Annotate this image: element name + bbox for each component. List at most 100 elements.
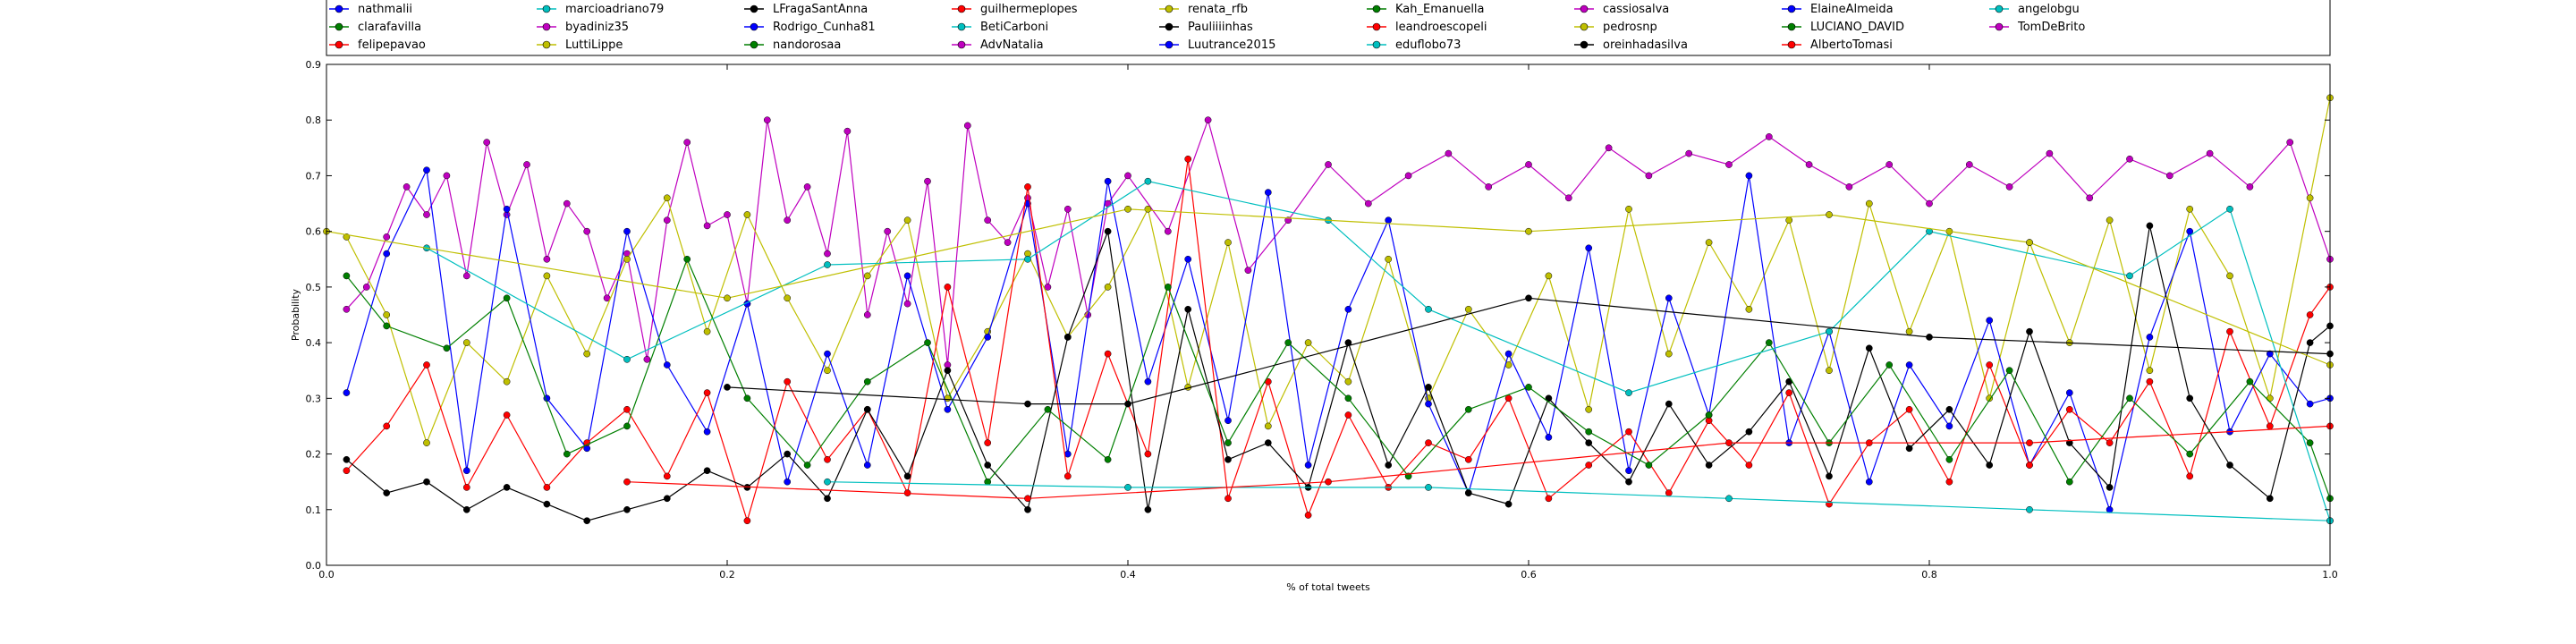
data-point [1004,239,1012,246]
data-point [663,216,671,225]
legend-label: renata_rfb [1188,3,1248,16]
data-point [2026,239,2033,246]
data-point [2026,462,2033,469]
data-point [1625,467,1632,475]
legend-entry-cassiosalva: cassiosalva [1574,3,1669,16]
data-point [563,450,571,458]
data-point [623,405,631,413]
data-point [2126,155,2133,163]
data-point [2106,216,2114,225]
data-point [1304,339,1312,346]
data-point [1865,478,1873,486]
data-point [1705,411,1713,419]
legend-label: BetiCarboni [980,21,1048,34]
x-tick-label: 0.4 [1120,569,1136,580]
data-point [563,199,571,208]
series-line [345,118,2331,366]
data-point [903,472,911,480]
series-marcioadriano79 [423,177,2334,525]
data-point [1425,384,1432,391]
y-axis-title: Probability [290,288,301,341]
legend-entry-pedrosnp: pedrosnp [1574,21,1657,34]
legend-label: nandorosaa [773,38,841,52]
data-point [503,205,511,213]
data-point [1244,267,1252,275]
data-point [1865,344,1873,352]
data-point [2065,389,2073,396]
data-point [1464,489,1472,496]
data-point [1224,495,1232,503]
data-point [343,455,351,463]
data-point [1124,484,1131,491]
data-point [703,428,711,436]
data-point [2226,462,2233,469]
data-point [984,478,992,486]
data-point [863,311,871,318]
data-point [1545,495,1553,503]
series-clarafavilla [343,255,2334,503]
legend-label: Luutrance2015 [1188,38,1275,52]
data-point [1464,305,1472,313]
data-point [2306,339,2314,346]
data-point [1504,500,1513,508]
data-point [1785,389,1793,396]
data-point [1785,216,1793,225]
data-point [503,377,511,386]
data-point [1826,367,1833,375]
data-point [1986,361,1994,369]
data-point [1585,428,1593,436]
data-point [663,472,671,480]
data-point [1645,462,1653,469]
data-point [1224,455,1232,463]
data-point [1525,161,1532,168]
legend-entry-pauliiiinhas: Pauliiiinhas [1159,21,1253,34]
legend-label: Pauliiiinhas [1188,21,1253,34]
data-point [2065,405,2073,413]
data-point [724,211,731,218]
data-point [1425,439,1432,446]
data-point [1404,172,1412,180]
data-point [1525,227,1532,235]
data-point [1464,455,1472,463]
data-point [643,355,651,363]
data-point [703,327,711,335]
series-line [726,297,2331,405]
data-point [784,450,792,458]
data-point [663,194,671,202]
data-point [1184,305,1192,313]
data-point [1425,484,1432,491]
data-point [1063,472,1072,480]
data-point [1605,144,1613,152]
data-point [523,161,530,168]
legend-entry-rodrigo-cunha81: Rodrigo_Cunha81 [744,21,876,34]
data-point [1545,434,1553,441]
data-point [2306,311,2314,318]
legend-entry-clarafavilla: clarafavilla [329,21,421,34]
legend-label: LuttiLippe [565,38,623,52]
data-point [963,122,971,130]
data-point [1344,411,1352,419]
data-point [1325,161,1332,168]
legend-entry-elainealmeida: ElaineAlmeida [1782,3,1894,16]
data-point [1485,183,1493,191]
data-point [2266,394,2274,402]
x-tick-label: 1.0 [2322,569,2338,580]
data-point [423,166,430,174]
data-point [1044,284,1052,291]
data-point [1224,417,1232,425]
legend-label: LUCIANO_DAVID [1810,21,1904,34]
data-point [1504,350,1513,358]
data-point [443,344,451,352]
series-pauliiiinhas [724,294,2334,408]
data-point [2046,149,2054,157]
data-point [2266,495,2274,503]
x-axis-title: % of total tweets [1286,581,1370,593]
data-point [1344,394,1352,402]
data-point [724,384,731,391]
legend-label: TomDeBrito [2017,21,2085,34]
data-point [2286,139,2294,146]
data-point [1264,439,1272,446]
data-point [2266,422,2274,430]
legend-entry-luutrance2015: Luutrance2015 [1159,38,1275,52]
data-point [2126,394,2133,402]
